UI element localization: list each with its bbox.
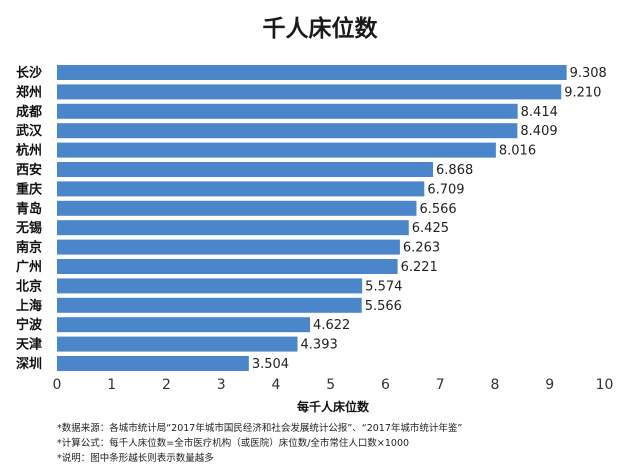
- category-label: 郑州: [16, 84, 42, 100]
- value-label: 6.709: [427, 182, 464, 197]
- bar: [57, 162, 434, 177]
- bar: [57, 103, 518, 119]
- x-tick-label: 9: [545, 377, 554, 393]
- chart-title: 千人床位数: [263, 15, 379, 42]
- x-tick-label: 1: [107, 377, 116, 393]
- bar: [57, 278, 363, 294]
- explanation-note: *说明：图中条形越长则表示数量越多: [57, 452, 214, 464]
- bar: [57, 317, 311, 333]
- category-label: 青岛: [16, 201, 42, 217]
- category-label: 无锡: [15, 220, 42, 236]
- x-tick-label: 5: [326, 377, 335, 393]
- category-label: 重庆: [16, 181, 42, 197]
- category-label: 宁波: [16, 317, 43, 333]
- bar: [57, 336, 298, 352]
- x-tick-label: 6: [381, 377, 390, 393]
- value-label: 8.016: [499, 144, 536, 159]
- bar-group: 长沙 9.308 郑州 9.210 成都 8.414 武汉 8.409 杭州 8.016 西安 6.8…: [15, 65, 607, 372]
- source-note: *数据来源：各城市统计局“2017年城市国民经济和社会发展统计公报”、“2017…: [57, 422, 462, 434]
- x-tick-label: 4: [272, 377, 281, 393]
- value-label: 9.308: [570, 66, 607, 81]
- value-label: 5.574: [365, 279, 402, 294]
- x-tick-label: 0: [53, 377, 62, 393]
- category-label: 西安: [16, 162, 42, 178]
- bar: [57, 65, 567, 80]
- value-label: 6.221: [401, 260, 438, 275]
- value-label: 6.566: [419, 202, 456, 217]
- x-tick-label: 7: [436, 377, 445, 393]
- category-label: 成都: [16, 104, 42, 120]
- x-tick-label: 10: [596, 377, 614, 393]
- value-label: 6.263: [403, 241, 440, 256]
- bar: [57, 142, 496, 158]
- bar: [57, 259, 398, 274]
- category-label: 天津: [16, 337, 42, 353]
- category-label: 长沙: [16, 65, 42, 81]
- category-label: 武汉: [16, 123, 43, 139]
- bar: [57, 84, 562, 100]
- value-label: 8.414: [521, 105, 558, 120]
- bar: [57, 123, 518, 139]
- value-label: 5.566: [365, 299, 402, 314]
- category-label: 南京: [16, 240, 42, 256]
- x-tick-label: 3: [217, 377, 226, 393]
- formula-note: *计算公式：每千人床位数=全市医疗机构（或医院）床位数/全市常住人口数×1000: [57, 437, 409, 449]
- x-axis-label: 每千人床位数: [297, 399, 370, 414]
- bar: [57, 356, 249, 371]
- bar: [57, 200, 417, 216]
- value-label: 4.622: [313, 318, 350, 333]
- bar: [57, 220, 409, 236]
- value-label: 9.210: [564, 85, 601, 100]
- x-tick-label: 2: [162, 377, 171, 393]
- x-axis-ticks: 0 1 2 3 4 5 6 7 8 9 10: [53, 377, 614, 393]
- value-label: 4.393: [301, 338, 338, 353]
- bar: [57, 239, 400, 255]
- category-label: 广州: [16, 259, 42, 275]
- value-label: 3.504: [252, 357, 289, 372]
- category-label: 上海: [16, 298, 42, 314]
- value-label: 6.425: [412, 221, 449, 236]
- x-tick-label: 8: [491, 377, 500, 393]
- bar: [57, 181, 425, 197]
- category-label: 杭州: [16, 143, 42, 159]
- value-label: 6.868: [436, 163, 473, 178]
- bar: [57, 297, 362, 313]
- category-label: 北京: [16, 278, 42, 294]
- category-label: 深圳: [16, 356, 42, 372]
- value-label: 8.409: [520, 124, 557, 139]
